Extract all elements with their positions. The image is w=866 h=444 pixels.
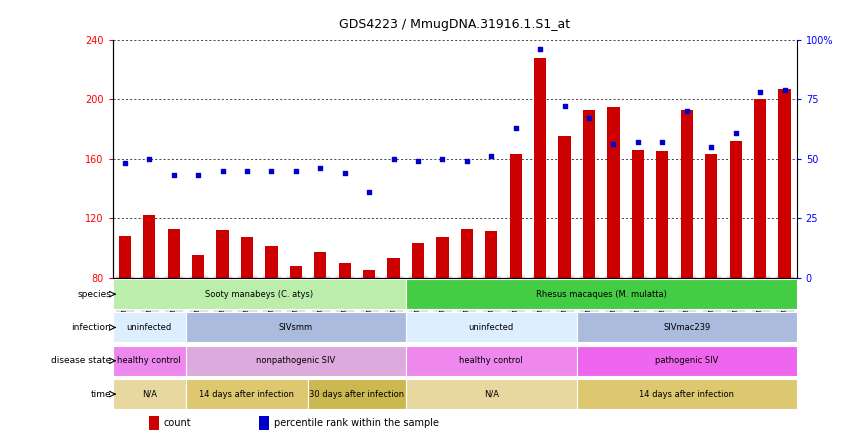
Text: time: time (91, 389, 112, 399)
Bar (681, 110, 693, 396)
Bar (290, 266, 302, 396)
Text: infection: infection (72, 323, 112, 332)
Text: N/A: N/A (484, 389, 499, 399)
Point (533, 46, 547, 53)
Bar (436, 238, 449, 396)
Bar (559, 136, 571, 396)
Bar (632, 150, 644, 396)
Bar (754, 99, 766, 396)
Point (362, 188, 376, 195)
Bar (577, 346, 797, 376)
Point (142, 155, 156, 163)
Bar (406, 279, 797, 309)
Point (264, 167, 278, 174)
Bar (406, 313, 577, 342)
Point (167, 172, 181, 179)
Point (338, 170, 352, 177)
Bar (363, 270, 375, 396)
Text: uninfected: uninfected (469, 323, 514, 332)
Text: nonpathogenic SIV: nonpathogenic SIV (256, 356, 335, 365)
Bar (186, 346, 406, 376)
Point (728, 129, 742, 136)
Point (753, 89, 767, 96)
Text: SIVsmm: SIVsmm (279, 323, 313, 332)
Point (509, 124, 523, 131)
Bar (779, 89, 791, 396)
Bar (265, 246, 277, 396)
Bar (461, 229, 473, 396)
Text: pathogenic SIV: pathogenic SIV (655, 356, 719, 365)
Bar (406, 379, 577, 409)
Text: Rhesus macaques (M. mulatta): Rhesus macaques (M. mulatta) (536, 289, 667, 299)
Bar (186, 379, 308, 409)
Point (411, 158, 425, 165)
Bar (577, 379, 797, 409)
Bar (412, 243, 424, 396)
Bar (216, 230, 229, 396)
Point (191, 172, 205, 179)
Bar (339, 263, 351, 396)
Text: 30 days after infection: 30 days after infection (309, 389, 404, 399)
Point (656, 139, 669, 146)
Text: count: count (164, 418, 191, 428)
Point (386, 155, 400, 163)
Bar (113, 379, 186, 409)
Point (313, 165, 327, 172)
Bar (119, 236, 131, 396)
Bar (259, 416, 269, 430)
Text: healthy control: healthy control (460, 356, 523, 365)
Bar (705, 154, 717, 396)
Text: N/A: N/A (142, 389, 157, 399)
Bar (729, 141, 742, 396)
Text: GDS4223 / MmugDNA.31916.1.S1_at: GDS4223 / MmugDNA.31916.1.S1_at (339, 18, 570, 31)
Bar (607, 107, 619, 396)
Bar (308, 379, 406, 409)
Text: uninfected: uninfected (126, 323, 171, 332)
Bar (113, 313, 186, 342)
Bar (113, 346, 186, 376)
Bar (167, 229, 180, 396)
Bar (534, 58, 546, 396)
Text: 14 days after infection: 14 days after infection (639, 389, 734, 399)
Point (558, 103, 572, 110)
Point (778, 86, 792, 93)
Bar (509, 154, 522, 396)
Point (631, 139, 645, 146)
Bar (149, 416, 159, 430)
Bar (406, 346, 577, 376)
Bar (656, 151, 669, 396)
Text: species: species (77, 289, 112, 299)
Bar (485, 231, 497, 396)
Bar (186, 313, 406, 342)
Point (216, 167, 229, 174)
Bar (387, 258, 400, 396)
Point (118, 160, 132, 167)
Bar (113, 279, 406, 309)
Text: SIVmac239: SIVmac239 (663, 323, 710, 332)
Point (704, 143, 718, 151)
Point (484, 153, 498, 160)
Text: Sooty manabeys (C. atys): Sooty manabeys (C. atys) (205, 289, 313, 299)
Bar (241, 238, 253, 396)
Point (680, 108, 694, 115)
Point (289, 167, 303, 174)
Bar (143, 215, 155, 396)
Point (460, 158, 474, 165)
Bar (577, 313, 797, 342)
Bar (583, 110, 595, 396)
Text: 14 days after infection: 14 days after infection (199, 389, 294, 399)
Bar (314, 252, 326, 396)
Text: percentile rank within the sample: percentile rank within the sample (274, 418, 439, 428)
Text: disease state: disease state (51, 356, 112, 365)
Text: healthy control: healthy control (118, 356, 181, 365)
Point (240, 167, 254, 174)
Point (436, 155, 449, 163)
Point (606, 141, 620, 148)
Bar (192, 255, 204, 396)
Point (582, 115, 596, 122)
